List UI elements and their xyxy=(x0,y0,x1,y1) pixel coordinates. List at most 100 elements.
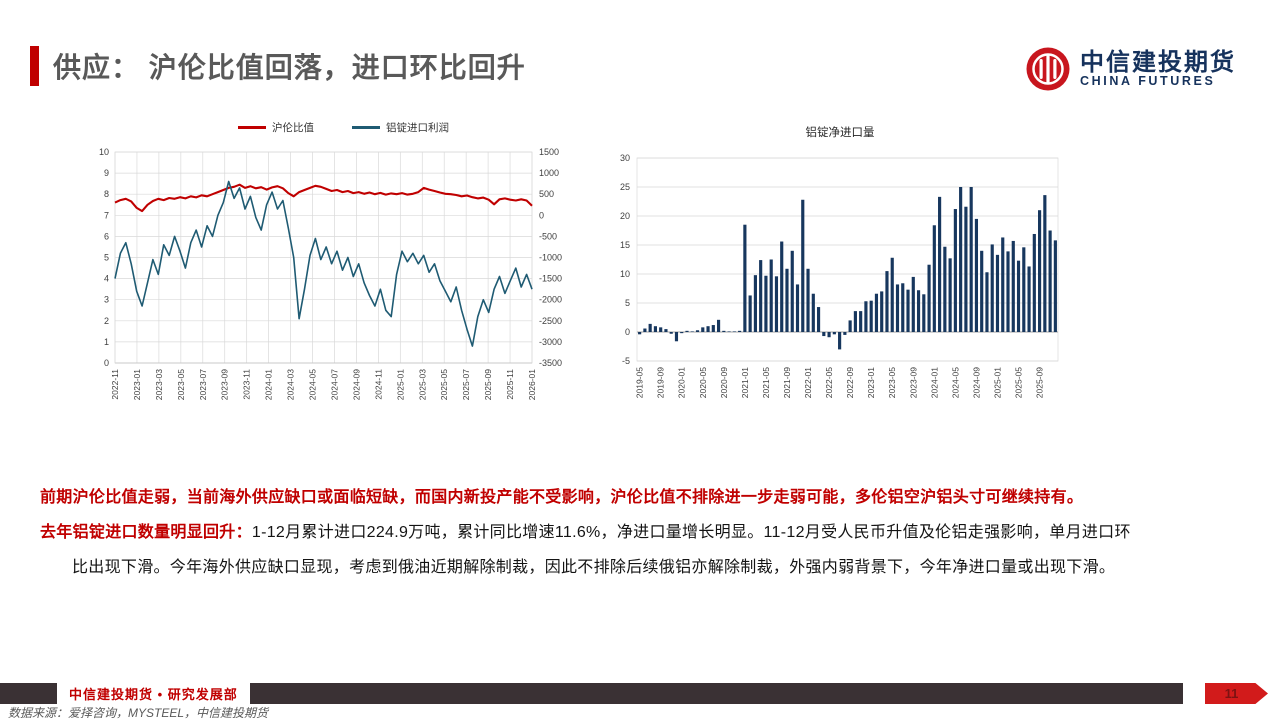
svg-text:2025-09: 2025-09 xyxy=(483,369,493,400)
svg-text:2025-01: 2025-01 xyxy=(395,369,405,400)
svg-text:2019-09: 2019-09 xyxy=(656,367,666,398)
svg-text:20: 20 xyxy=(620,211,630,221)
svg-text:2024-11: 2024-11 xyxy=(373,369,383,400)
svg-text:2021-05: 2021-05 xyxy=(761,367,771,398)
title-accent-bar xyxy=(30,46,39,86)
svg-text:2020-09: 2020-09 xyxy=(719,367,729,398)
svg-text:2025-03: 2025-03 xyxy=(417,369,427,400)
svg-text:2022-05: 2022-05 xyxy=(824,367,834,398)
svg-text:15: 15 xyxy=(620,240,630,250)
svg-text:4: 4 xyxy=(104,274,109,284)
commentary-line-1-text: 前期沪伦比值走弱，当前海外供应缺口或面临短缺，而国内新投产能不受影响，沪伦比值不… xyxy=(40,489,1084,506)
svg-text:2021-01: 2021-01 xyxy=(740,367,750,398)
svg-text:1500: 1500 xyxy=(539,147,559,157)
svg-text:1: 1 xyxy=(104,337,109,347)
svg-text:2024-05: 2024-05 xyxy=(308,369,318,400)
svg-text:2023-01: 2023-01 xyxy=(866,367,876,398)
import-profit-line-swatch xyxy=(352,126,380,129)
ratio-and-import-profit-line-chart: 2022-11 2023-01 2023-03 2023-05 2023-07 2023-… xyxy=(99,147,562,400)
svg-text:2024-09: 2024-09 xyxy=(971,367,981,398)
svg-text:3: 3 xyxy=(104,295,109,305)
svg-text:500: 500 xyxy=(539,189,554,199)
page-number-tag: 11 xyxy=(1205,683,1268,704)
svg-text:2024-07: 2024-07 xyxy=(329,369,339,400)
legend-label-ratio: 沪伦比值 xyxy=(272,122,314,134)
company-name-en: CHINA FUTURES xyxy=(1080,74,1216,89)
svg-text:2022-11: 2022-11 xyxy=(110,369,120,400)
svg-text:-1500: -1500 xyxy=(539,274,562,284)
svg-text:2020-05: 2020-05 xyxy=(698,367,708,398)
svg-text:2023-09: 2023-09 xyxy=(908,367,918,398)
svg-text:2023-03: 2023-03 xyxy=(154,369,164,400)
svg-text:2023-09: 2023-09 xyxy=(220,369,230,400)
svg-text:2023-01: 2023-01 xyxy=(132,369,142,400)
svg-text:7: 7 xyxy=(104,210,109,220)
svg-text:10: 10 xyxy=(620,269,630,279)
svg-text:2025-07: 2025-07 xyxy=(461,369,471,400)
line-chart-legend: 沪伦比值 铝锭进口利润 xyxy=(238,120,449,135)
svg-text:2025-01: 2025-01 xyxy=(992,367,1002,398)
header: 供应： 沪伦比值回落，进口环比回升 xyxy=(30,46,526,86)
svg-text:2026-01: 2026-01 xyxy=(527,369,537,400)
svg-text:2024-01: 2024-01 xyxy=(264,369,274,400)
svg-text:2023-05: 2023-05 xyxy=(887,367,897,398)
svg-text:-2000: -2000 xyxy=(539,295,562,305)
footer-bar: 中信建投期货 • 研究发展部 xyxy=(0,683,1183,704)
svg-text:-2500: -2500 xyxy=(539,316,562,326)
commentary-line-1: 前期沪伦比值走弱，当前海外供应缺口或面临短缺，而国内新投产能不受影响，沪伦比值不… xyxy=(40,487,1212,509)
page-title: 供应： 沪伦比值回落，进口环比回升 xyxy=(53,52,526,83)
svg-text:2019-05: 2019-05 xyxy=(635,367,645,398)
svg-text:2024-09: 2024-09 xyxy=(351,369,361,400)
footer-dept-box: 中信建投期货 • 研究发展部 xyxy=(57,683,250,704)
svg-text:-3500: -3500 xyxy=(539,358,562,368)
legend-label-import-profit: 铝锭进口利润 xyxy=(386,122,449,134)
svg-text:2021-09: 2021-09 xyxy=(782,367,792,398)
svg-text:2: 2 xyxy=(104,316,109,326)
company-name-cn: 中信建投期货 xyxy=(1080,48,1236,76)
svg-text:2023-11: 2023-11 xyxy=(242,369,252,400)
svg-text:1000: 1000 xyxy=(539,168,559,178)
bar-chart-title: 铝锭净进口量 xyxy=(805,127,875,139)
svg-text:-3000: -3000 xyxy=(539,337,562,347)
svg-text:25: 25 xyxy=(620,182,630,192)
legend-item-ratio: 沪伦比值 xyxy=(238,120,314,135)
svg-text:9: 9 xyxy=(104,168,109,178)
svg-text:2020-01: 2020-01 xyxy=(677,367,687,398)
svg-text:6: 6 xyxy=(104,231,109,241)
svg-text:5: 5 xyxy=(104,253,109,263)
company-logo: 中信建投期货 CHINA FUTURES xyxy=(1025,46,1236,92)
svg-text:0: 0 xyxy=(625,327,630,337)
company-logo-text: 中信建投期货 CHINA FUTURES xyxy=(1080,50,1236,88)
svg-text:2025-05: 2025-05 xyxy=(1014,367,1024,398)
svg-text:2022-09: 2022-09 xyxy=(845,367,855,398)
company-logo-icon xyxy=(1026,47,1070,91)
ratio-line-swatch xyxy=(238,126,266,129)
svg-text:-5: -5 xyxy=(622,356,630,366)
svg-text:2025-05: 2025-05 xyxy=(439,369,449,400)
svg-text:0: 0 xyxy=(539,210,544,220)
svg-text:10: 10 xyxy=(99,147,109,157)
net-import-volume-bar-chart: 30 25 20 15 10 5 0 -5 2019-05 2019-09 2020-01 2020-… xyxy=(620,153,1059,398)
svg-text:-1000: -1000 xyxy=(539,253,562,263)
commentary-line-2-lead: 去年铝锭进口数量明显回升： xyxy=(40,524,252,541)
svg-text:8: 8 xyxy=(104,189,109,199)
svg-text:2025-11: 2025-11 xyxy=(505,369,515,400)
svg-text:30: 30 xyxy=(620,153,630,163)
data-source-note: 数据来源：爱择咨询，MYSTEEL，中信建投期货 xyxy=(8,706,269,720)
legend-item-import-profit: 铝锭进口利润 xyxy=(352,120,449,135)
svg-text:2023-07: 2023-07 xyxy=(198,369,208,400)
svg-text:2024-03: 2024-03 xyxy=(286,369,296,400)
svg-text:2023-05: 2023-05 xyxy=(176,369,186,400)
svg-text:5: 5 xyxy=(625,298,630,308)
footer-dept-label: 中信建投期货 • 研究发展部 xyxy=(69,687,238,702)
commentary-line-2: 去年铝锭进口数量明显回升：1-12月累计进口224.9万吨，累计同比增速11.6… xyxy=(40,522,1212,544)
commentary-line-3: 比出现下滑。今年海外供应缺口显现，考虑到俄油近期解除制裁，因此不排除后续俄铝亦解… xyxy=(72,559,1116,576)
svg-text:2022-01: 2022-01 xyxy=(803,367,813,398)
svg-text:2024-05: 2024-05 xyxy=(950,367,960,398)
svg-text:0: 0 xyxy=(104,358,109,368)
svg-text:2025-09: 2025-09 xyxy=(1035,367,1045,398)
svg-text:-500: -500 xyxy=(539,231,557,241)
svg-text:2024-01: 2024-01 xyxy=(929,367,939,398)
commentary-line-2-rest: 1-12月累计进口224.9万吨，累计同比增速11.6%，净进口量增长明显。11… xyxy=(251,524,1131,541)
